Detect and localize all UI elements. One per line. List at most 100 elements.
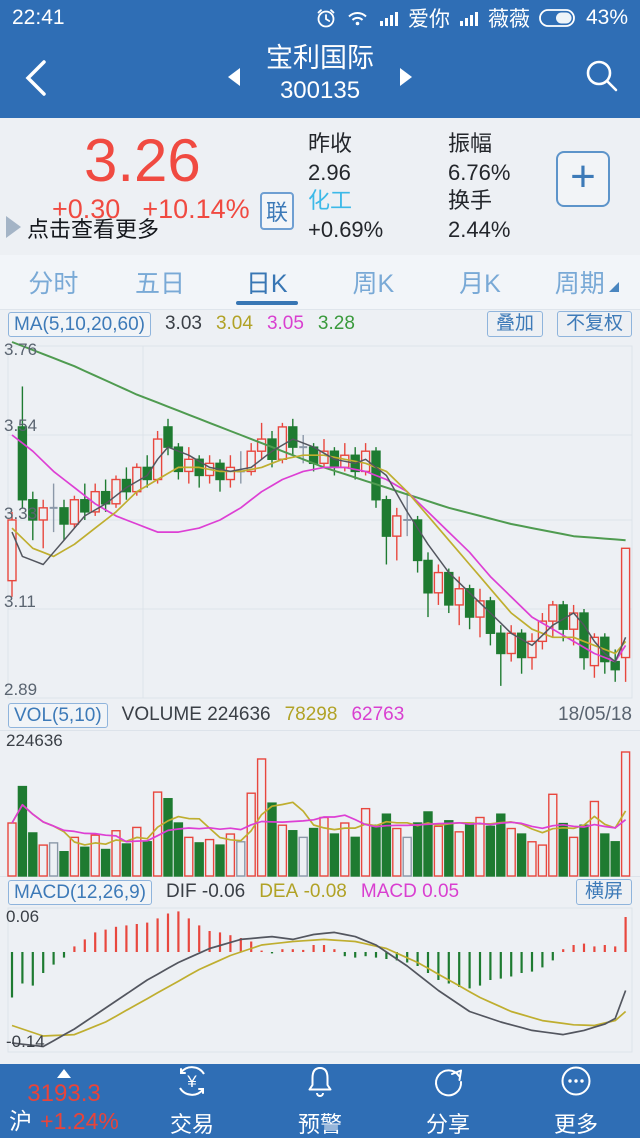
vol-settings-box[interactable]: VOL(5,10) (8, 702, 108, 728)
quote-stats-col1: 昨收 2.96 化工 +0.69% (308, 130, 383, 244)
nav-item-trade[interactable]: ¥ 交易 (128, 1064, 256, 1138)
ma-settings-box[interactable]: MA(5,10,20,60) (8, 311, 151, 337)
macd-axis-max: 0.06 (6, 907, 40, 926)
stock-code: 300135 (279, 77, 361, 104)
price-change-percent: +10.14% (142, 194, 250, 224)
macd-indicator-row: MACD(12,26,9) DIF -0.06 DEA -0.08 MACD 0… (0, 878, 640, 906)
volume-label: VOLUME (121, 704, 202, 725)
back-button[interactable] (16, 54, 60, 102)
nav-item-market-index[interactable]: 3193.3 沪 +1.24% (0, 1064, 128, 1138)
stat-label: 昨收 (308, 131, 353, 156)
add-to-watchlist-button[interactable]: + (556, 151, 610, 207)
index-change: +1.24% (40, 1108, 119, 1134)
landscape-button[interactable]: 横屏 (575, 879, 632, 905)
linked-badge: 联 (260, 192, 295, 230)
dea-value: -0.08 (303, 881, 347, 902)
period-tab-bar: 分时 五日 日K 周K 月K 周期 (0, 255, 640, 310)
volume-svg[interactable] (0, 730, 640, 878)
overlay-button[interactable]: 叠加 (486, 311, 543, 337)
nav-label: 分享 (425, 1112, 470, 1137)
stat-label: 振幅 (448, 131, 493, 156)
tab-monthly-k[interactable]: 月K (459, 270, 501, 298)
index-value: 3193.3 (27, 1080, 101, 1107)
svg-text:¥: ¥ (186, 1072, 197, 1091)
hint-triangle-icon (6, 216, 21, 238)
nav-label: 预警 (297, 1112, 342, 1137)
sector-label[interactable]: 化工 (308, 188, 353, 213)
y-axis-tick: 2.89 (4, 680, 38, 699)
share-icon (430, 1063, 466, 1104)
ma20-value: 3.05 (266, 313, 304, 334)
dropdown-caret-icon (608, 282, 619, 292)
divider (0, 1054, 640, 1064)
nav-item-more[interactable]: 更多 (512, 1064, 640, 1138)
quote-stats-col2: 振幅 6.76% 换手 2.44% (448, 130, 510, 244)
y-axis-tick: 3.11 (4, 592, 36, 611)
y-axis-tick: 3.33 (4, 504, 38, 523)
battery-icon (539, 8, 577, 28)
stat-value: 2.96 (308, 159, 351, 185)
next-stock-arrow-icon[interactable] (400, 68, 412, 86)
macd-settings-box[interactable]: MACD(12,26,9) (8, 879, 152, 905)
tab-daily-k[interactable]: 日K (213, 255, 320, 309)
dif-value: -0.06 (201, 881, 246, 902)
ma10-value: 3.04 (215, 313, 253, 334)
stock-title: 宝利国际 300135 (0, 40, 640, 106)
signal-icon (379, 9, 399, 27)
market-label: 沪 (9, 1108, 33, 1134)
stock-name: 宝利国际 (266, 43, 374, 73)
ma-indicator-row: MA(5,10,20,60) 3.03 3.04 3.05 3.28 叠加 不复… (0, 310, 640, 338)
macd-label: MACD (360, 881, 417, 902)
signal-icon (459, 9, 479, 27)
ma5-value: 3.03 (164, 313, 202, 334)
candlestick-chart[interactable]: 3.76 3.54 3.33 3.11 2.89 (0, 338, 640, 700)
more-icon (558, 1063, 594, 1104)
alarm-icon (315, 7, 337, 29)
see-more-hint[interactable]: 点击查看更多 (27, 217, 160, 242)
volume-value: 224636 (207, 704, 271, 725)
index-up-triangle-icon (57, 1069, 71, 1078)
macd-value: 0.05 (422, 881, 460, 902)
nav-item-alert[interactable]: 预警 (256, 1064, 384, 1138)
bottom-nav: 3193.3 沪 +1.24% ¥ 交易 预警 分享 更多 (0, 1064, 640, 1138)
tab-five-day[interactable]: 五日 (135, 270, 186, 298)
vol-ma5-value: 78298 (284, 704, 338, 725)
sector-change: +0.69% (308, 216, 384, 242)
battery-percent: 43% (585, 6, 628, 29)
bell-icon (302, 1063, 338, 1104)
quote-panel: 3.26 +0.30 +10.14% 联 点击查看更多 昨收 2.96 化工 +0… (0, 118, 640, 255)
nav-item-share[interactable]: 分享 (384, 1064, 512, 1138)
dea-label: DEA (259, 881, 299, 902)
dif-label: DIF (166, 881, 197, 902)
volume-indicator-row: VOL(5,10) VOLUME 224636 78298 62763 18/0… (0, 700, 640, 730)
stat-value: 6.76% (448, 159, 511, 185)
price-change-row: +0.30 +10.14% (52, 194, 250, 225)
stat-value: 2.44% (448, 216, 511, 242)
ma60-value: 3.28 (317, 313, 355, 334)
volume-chart[interactable]: 224636 (0, 730, 640, 878)
carrier-name: 薇薇 (487, 8, 530, 31)
current-price: 3.26 (84, 127, 201, 194)
search-icon[interactable] (582, 56, 622, 96)
macd-chart[interactable]: 0.06 -0.14 (0, 906, 640, 1054)
y-axis-tick: 3.54 (4, 416, 38, 435)
macd-axis-min: -0.14 (6, 1032, 45, 1051)
stat-label: 换手 (448, 188, 493, 213)
yuan-circle-icon: ¥ (174, 1063, 210, 1104)
tab-weekly-k[interactable]: 周K (352, 270, 395, 298)
vol-ma10-value: 62763 (351, 704, 405, 725)
y-axis-tick: 3.76 (4, 340, 38, 359)
nav-label: 更多 (553, 1112, 598, 1137)
price-change: +0.30 (52, 194, 121, 224)
adjust-mode-button[interactable]: 不复权 (556, 311, 632, 337)
last-date: 18/05/18 (558, 704, 632, 725)
macd-svg[interactable] (0, 906, 640, 1054)
tab-period-dropdown[interactable]: 周期 (533, 255, 640, 309)
clock-time: 22:41 (12, 6, 65, 29)
tab-minute[interactable]: 分时 (28, 270, 79, 298)
candlestick-svg[interactable] (0, 338, 640, 700)
status-bar: 22:41 爱你 薇薇 43% (0, 0, 640, 36)
carrier-name: 爱你 (407, 8, 450, 31)
prev-stock-arrow-icon[interactable] (228, 68, 240, 86)
